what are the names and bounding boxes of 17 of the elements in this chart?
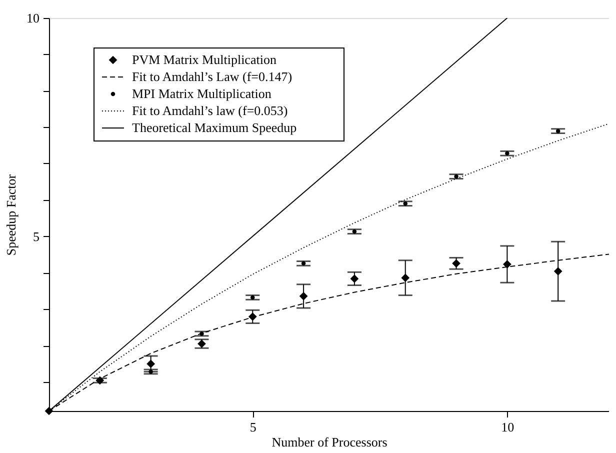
point xyxy=(350,274,359,283)
legend-label: MPI Matrix Multiplication xyxy=(132,86,272,101)
legend-label: Fit to Amdahl’s law (f=0.053) xyxy=(132,103,288,118)
legend-label: Theoretical Maximum Speedup xyxy=(132,120,297,135)
point xyxy=(503,260,512,268)
legend-label: PVM Matrix Multiplication xyxy=(132,52,277,67)
y-axis-title: Speedup Factor xyxy=(4,174,18,256)
point xyxy=(198,340,206,348)
point xyxy=(554,267,562,276)
legend-label: Fit to Amdahl’s Law (f=0.147) xyxy=(132,69,292,84)
point xyxy=(44,406,54,416)
point xyxy=(401,274,410,282)
point xyxy=(146,360,155,368)
point xyxy=(452,259,460,268)
point xyxy=(96,376,104,385)
point xyxy=(299,292,308,300)
x-axis-title: Number of Processors xyxy=(272,434,388,450)
